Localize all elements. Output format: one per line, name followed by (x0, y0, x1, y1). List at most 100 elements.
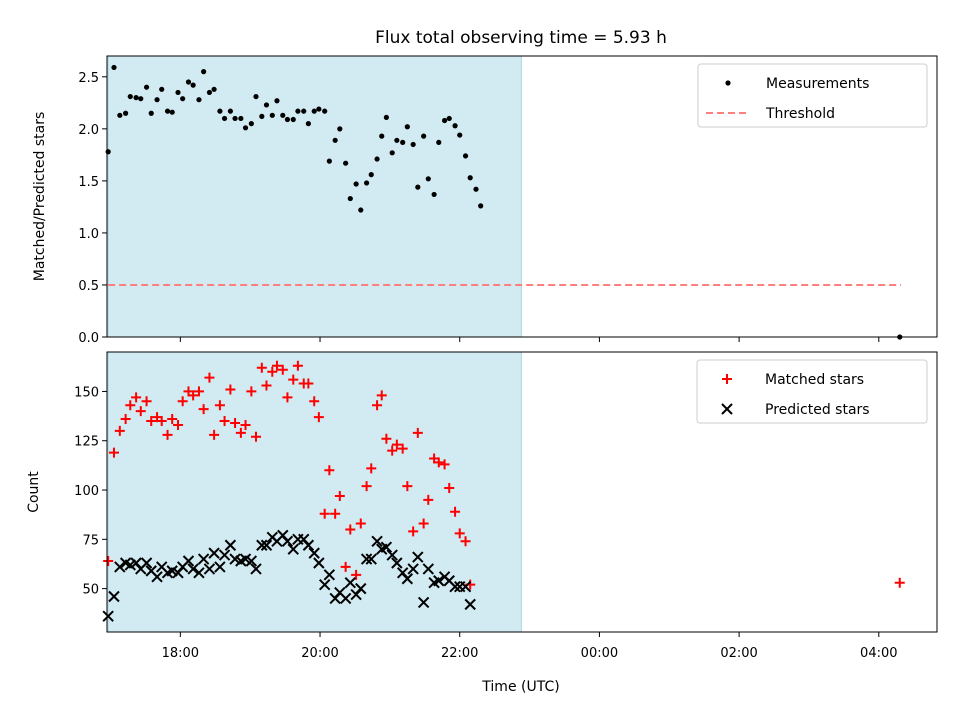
predicted-point (245, 555, 258, 567)
predicted-point (391, 557, 403, 569)
y-tick-label: 2.0 (78, 123, 99, 138)
predicted-point (417, 596, 430, 609)
matched-point (423, 494, 434, 505)
predicted-point (281, 535, 294, 548)
matched-point (319, 508, 330, 519)
measurement-point (431, 191, 437, 198)
matched-point (177, 396, 188, 407)
predicted-point (250, 563, 262, 575)
predicted-point (256, 539, 268, 551)
measurement-point (269, 112, 275, 118)
measurement-point (242, 125, 249, 131)
matched-point (209, 429, 220, 440)
measurement-point (374, 156, 380, 162)
matched-point (418, 518, 429, 529)
matched-point (340, 561, 351, 572)
measurement-point (185, 79, 192, 85)
measurement-point (400, 139, 406, 145)
x-tick-label: 20:00 (301, 646, 338, 661)
predicted-point (355, 582, 367, 595)
matched-point (324, 465, 335, 476)
matched-point (141, 396, 152, 407)
measurement-point (343, 160, 349, 166)
y-tick-label: 125 (74, 435, 99, 450)
measurement-point (322, 108, 328, 114)
matched-point (235, 427, 246, 438)
matched-point (219, 416, 230, 427)
matched-point (454, 528, 465, 539)
measurement-point (421, 133, 427, 139)
predicted-point (102, 610, 114, 622)
matched-point (188, 390, 199, 401)
series-matched-stars (103, 360, 905, 590)
predicted-point (412, 551, 424, 563)
y-tick-label: 150 (74, 385, 99, 400)
matched-point (439, 459, 450, 470)
ratio-panel: 0.0 0.5 1.0 1.5 2.0 2.5 Matched/Predicted star… (32, 55, 938, 346)
measurement-point (284, 116, 291, 123)
predicted-point (214, 561, 226, 573)
measurement-point (143, 84, 150, 90)
predicted-point (339, 592, 352, 605)
matched-point (198, 404, 209, 415)
measurement-point (295, 108, 301, 114)
matched-point (288, 374, 299, 385)
legend-label: Threshold (765, 106, 835, 122)
y-tick-label: 100 (74, 484, 99, 499)
predicted-point (308, 547, 320, 559)
predicted-point (203, 563, 216, 575)
matched-point (240, 419, 251, 430)
measurement-point (263, 102, 270, 108)
matched-point (193, 386, 204, 397)
legend-label: Predicted stars (765, 402, 870, 418)
predicted-point (302, 539, 315, 551)
matched-point (894, 577, 905, 588)
predicted-point (407, 563, 419, 575)
count-panel: 50 75 100 125 150 18:00 20:00 22:00 00:00 02:00 04… (26, 351, 938, 661)
x-tick-label: 18:00 (162, 646, 199, 661)
matched-point (251, 431, 262, 442)
measurement-point (410, 141, 416, 148)
series-measurements (105, 64, 903, 340)
measurement-point (383, 114, 389, 121)
measurement-point (290, 116, 296, 123)
measurement-point (253, 93, 259, 100)
predicted-point (151, 571, 163, 583)
y-tick-label: 1.0 (78, 227, 99, 242)
matched-point (225, 384, 236, 395)
observing-span (107, 55, 522, 338)
measurement-point (196, 97, 202, 103)
matched-point (391, 439, 402, 450)
y-tick-label: 50 (82, 583, 99, 598)
matched-point (450, 506, 461, 517)
predicted-point (422, 563, 434, 575)
y-tick-label: 0.5 (78, 279, 99, 294)
predicted-point (108, 590, 120, 603)
predicted-point (182, 555, 195, 567)
legend-marker (725, 80, 731, 86)
measurement-point (232, 115, 238, 122)
predicted-point (386, 549, 398, 561)
predicted-point (208, 547, 220, 559)
matched-point (460, 536, 471, 547)
matched-point (355, 518, 366, 529)
matched-point (108, 447, 119, 458)
measurement-point (389, 150, 395, 156)
legend-label: Measurements (766, 76, 869, 92)
matched-point (125, 400, 136, 411)
measurement-point (358, 207, 364, 213)
measurement-point (425, 176, 431, 182)
matched-point (120, 414, 131, 425)
measurement-point (404, 124, 410, 130)
matched-point (204, 372, 215, 383)
matched-point (387, 445, 398, 456)
axes-frame (106, 55, 938, 338)
measurement-point (363, 180, 370, 186)
legend-label: Matched stars (765, 372, 864, 388)
matched-point (397, 443, 408, 454)
measurement-point (127, 93, 133, 100)
legend-box (696, 359, 928, 424)
measurement-point (105, 149, 111, 155)
predicted-point (187, 563, 199, 575)
